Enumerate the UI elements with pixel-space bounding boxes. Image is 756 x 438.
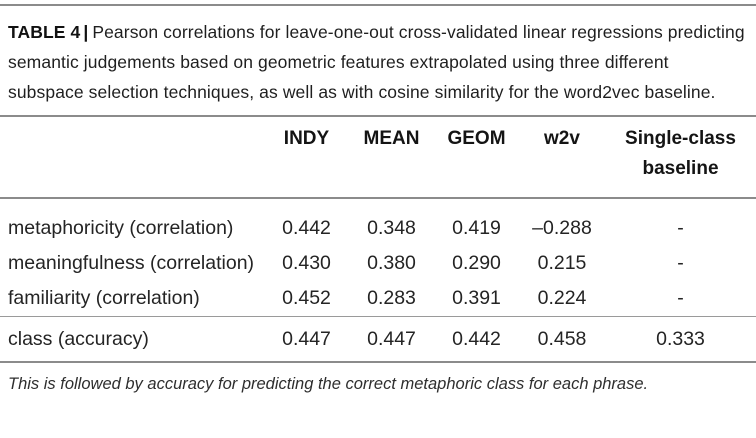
row-label: meaningfulness (correlation): [8, 252, 255, 274]
row-label: metaphoricity (correlation): [8, 217, 234, 239]
results-table: INDY MEAN GEOM w2v Single-class baseline…: [0, 115, 756, 363]
cell-mean: 0.348: [367, 217, 416, 239]
row-label: class (accuracy): [8, 327, 149, 350]
table-footnote: This is followed by accuracy for predict…: [8, 375, 649, 393]
table-row-familiarity: familiarity (correlation) 0.452 0.283 0.…: [0, 281, 756, 317]
header-single-class-baseline-text: Single-class baseline: [625, 128, 736, 179]
header-geom: GEOM: [447, 128, 506, 149]
header-row: INDY MEAN GEOM w2v Single-class baseline: [0, 116, 756, 198]
cell-baseline: -: [677, 287, 684, 309]
cell-indy: 0.442: [282, 217, 331, 239]
table-row-class-accuracy: class (accuracy) 0.447 0.447 0.442 0.458…: [0, 316, 756, 363]
row-label: familiarity (correlation): [8, 287, 200, 309]
cell-baseline: 0.333: [656, 327, 705, 350]
header-mean: MEAN: [363, 128, 420, 149]
header-single-class-baseline: Single-class baseline: [605, 116, 756, 198]
table-row-metaphoricity: metaphoricity (correlation) 0.442 0.348 …: [0, 198, 756, 246]
table-caption: TABLE 4 | Pearson correlations for leave-o…: [8, 17, 748, 107]
cell-mean: 0.380: [367, 252, 416, 274]
header-w2v: w2v: [544, 128, 580, 149]
cell-geom: 0.391: [452, 287, 501, 309]
header-empty: [0, 116, 264, 198]
caption-separator: |: [83, 22, 89, 42]
cell-geom: 0.419: [452, 217, 501, 239]
cell-geom: 0.442: [452, 327, 501, 350]
cell-mean: 0.283: [367, 287, 416, 309]
cell-mean: 0.447: [367, 327, 416, 350]
cell-geom: 0.290: [452, 252, 501, 274]
cell-w2v: –0.288: [532, 217, 592, 239]
cell-w2v: 0.224: [537, 287, 587, 309]
cell-baseline: -: [677, 252, 684, 274]
table-row-meaningfulness: meaningfulness (correlation) 0.430 0.380…: [0, 246, 756, 281]
cell-w2v: 0.458: [537, 327, 587, 350]
cell-baseline: -: [677, 217, 684, 239]
cell-indy: 0.430: [282, 252, 331, 274]
cell-indy: 0.447: [282, 327, 331, 350]
cell-indy: 0.452: [282, 287, 331, 309]
caption-text: Pearson correlations for leave-one-out c…: [8, 22, 745, 102]
table-label: TABLE 4: [8, 22, 81, 42]
header-indy: INDY: [283, 128, 330, 149]
top-rule: [0, 4, 756, 6]
cell-w2v: 0.215: [537, 252, 587, 274]
